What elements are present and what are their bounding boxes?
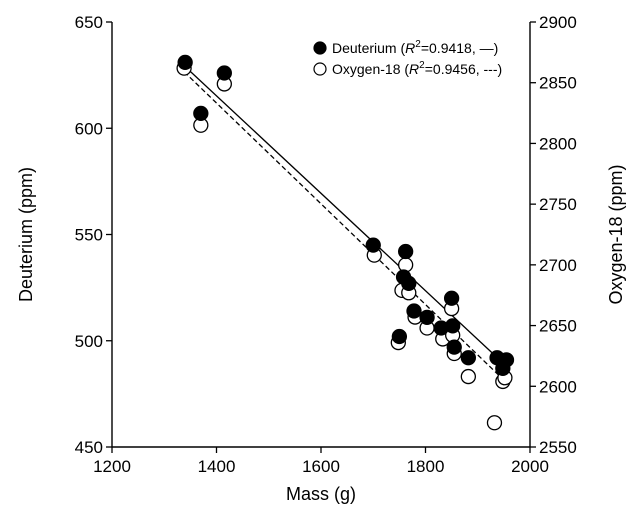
point-deuterium (406, 303, 422, 319)
legend: Deuterium (R2=0.9418, —) Oxygen-18 (R2=0… (313, 39, 502, 77)
legend-marker-deuterium (313, 41, 327, 55)
x-tick-label: 1200 (93, 457, 131, 476)
fit-line-deuterium (184, 66, 507, 367)
x-tick-label: 2000 (511, 457, 549, 476)
y2-tick-label: 2600 (539, 377, 577, 396)
legend-entry-deuterium: Deuterium (R2=0.9418, —) (332, 39, 498, 56)
x-ticks: 1200 1400 1600 1800 2000 (93, 447, 549, 476)
y2-tick-label: 2650 (539, 317, 577, 336)
x-tick-label: 1400 (198, 457, 236, 476)
fit-lines (183, 66, 507, 384)
legend-series-name: Oxygen-18 (332, 61, 401, 77)
y-tick-label: 550 (75, 226, 103, 245)
fit-line-oxygen-18 (183, 71, 507, 384)
point-deuterium (177, 54, 193, 71)
x-tick-label: 1600 (302, 457, 340, 476)
legend-entry-oxygen-18: Oxygen-18 (R2=0.9456, ---) (332, 60, 502, 77)
legend-r2-value: =0.9456, ---) (425, 61, 502, 77)
point-deuterium (216, 65, 232, 81)
point-deuterium (443, 290, 460, 306)
y-tick-label: 600 (75, 119, 103, 138)
y2-tick-label: 2700 (539, 256, 577, 275)
y2-tick-label: 2800 (539, 134, 577, 153)
y-ticks: 450 500 550 600 650 (75, 13, 112, 457)
legend-series-name: Deuterium (332, 40, 397, 56)
data-points (176, 54, 515, 431)
y-axis-label: Deuterium (ppm) (16, 167, 36, 302)
point-deuterium (193, 105, 209, 122)
point-deuterium (401, 275, 417, 292)
y-tick-label: 650 (75, 13, 103, 32)
legend-r2-value: =0.9418, —) (421, 40, 498, 56)
y2-ticks: 2550 2600 2650 2700 2750 2800 2850 2900 (530, 13, 577, 457)
point-deuterium (365, 237, 381, 253)
y2-axis-label: Oxygen-18 (ppm) (606, 164, 626, 304)
point-oxygen-18 (460, 368, 476, 385)
point-deuterium (445, 318, 461, 334)
point-deuterium (391, 328, 408, 345)
point-oxygen-18 (486, 415, 503, 431)
x-tick-label: 1800 (407, 457, 445, 476)
y2-tick-label: 2850 (539, 74, 577, 93)
y2-tick-label: 2550 (539, 438, 577, 457)
point-deuterium (446, 339, 462, 355)
y2-tick-label: 2750 (539, 195, 577, 214)
point-deuterium (397, 243, 414, 260)
point-deuterium (498, 352, 515, 368)
point-deuterium (419, 309, 435, 326)
y-tick-label: 450 (75, 438, 103, 457)
y2-tick-label: 2900 (539, 13, 577, 32)
x-axis-label: Mass (g) (286, 484, 356, 504)
y-tick-label: 500 (75, 332, 103, 351)
legend-marker-oxygen-18 (313, 62, 327, 76)
point-deuterium (460, 350, 476, 366)
